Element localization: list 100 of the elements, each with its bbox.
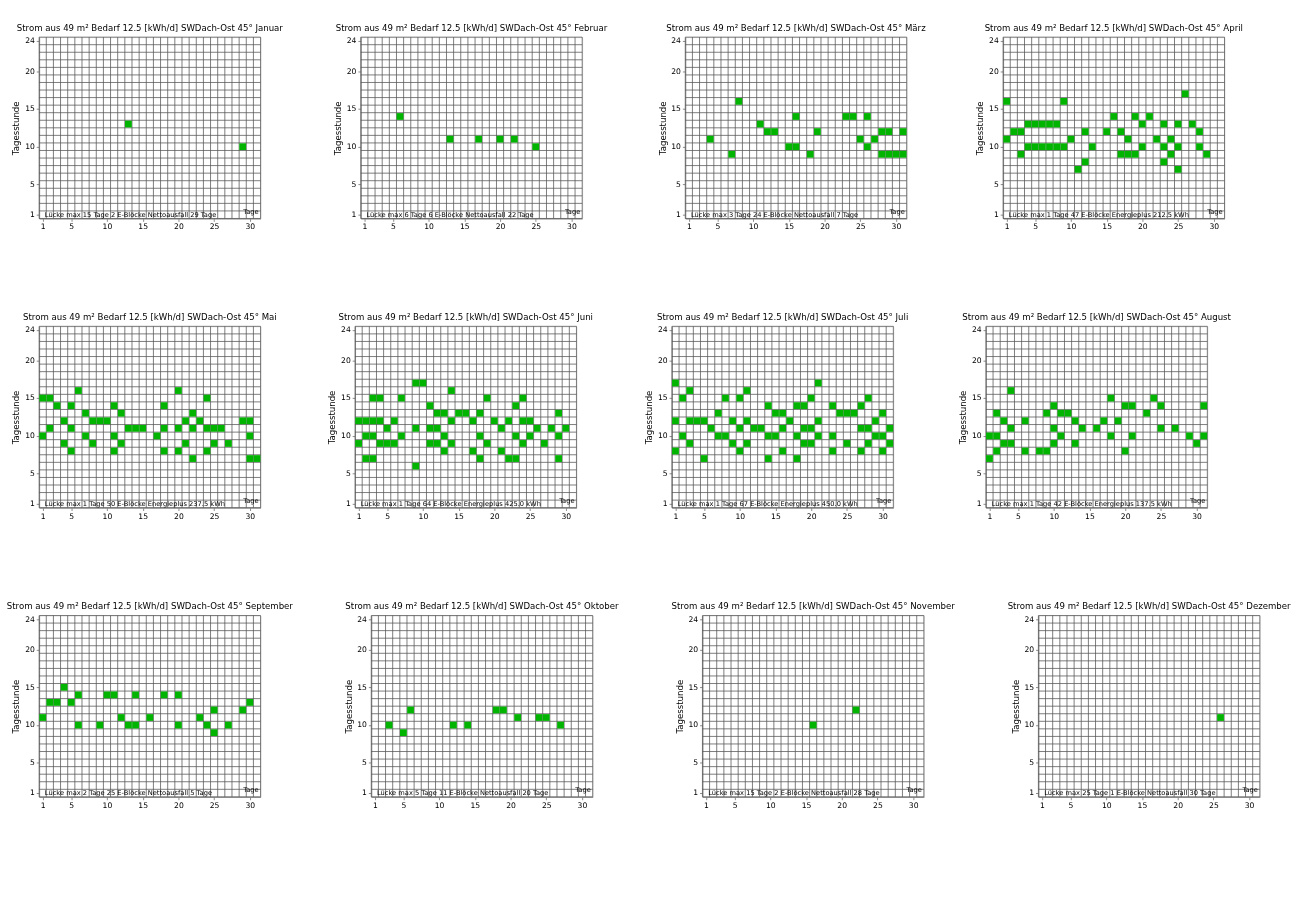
point <box>496 135 504 143</box>
point <box>1107 432 1115 440</box>
point <box>1200 402 1208 410</box>
point <box>557 721 564 729</box>
y-tick-label: 24 <box>1024 614 1035 624</box>
point <box>175 387 182 394</box>
point <box>1093 424 1101 432</box>
point <box>82 432 89 440</box>
point <box>475 135 483 143</box>
point <box>60 440 68 447</box>
y-tick-label: 10 <box>657 431 668 441</box>
point <box>153 432 161 440</box>
point <box>1153 135 1161 143</box>
chart-title: Strom aus 49 m² Bedarf 12.5 [kWh/d] SWDach-Ost 45° September <box>6 601 294 612</box>
y-tick-label: 24 <box>357 614 368 624</box>
y-tick-label: 1 <box>993 210 999 220</box>
y-tick-label: 15 <box>25 682 35 692</box>
point <box>1038 120 1046 128</box>
x-tick-label: 1 <box>1004 222 1010 232</box>
y-tick-label: 24 <box>671 36 682 46</box>
point <box>1174 143 1182 151</box>
y-axis-title: Tagesstunde <box>327 390 338 446</box>
x-tick-label: 1 <box>704 800 710 810</box>
point <box>1067 135 1075 143</box>
point <box>1100 417 1108 425</box>
point <box>75 387 82 394</box>
point <box>160 691 168 699</box>
y-tick-label: 10 <box>357 720 368 730</box>
x-tick-label: 25 <box>531 222 542 232</box>
point <box>39 714 47 721</box>
chart-title: Strom aus 49 m² Bedarf 12.5 [kWh/d] SWDach-Ost 45° Dezember <box>1007 601 1292 612</box>
point <box>1057 409 1065 417</box>
point <box>706 135 714 143</box>
x-tick-label: 5 <box>1016 511 1022 521</box>
y-tick-label: 24 <box>25 614 35 624</box>
point <box>1146 113 1153 120</box>
point <box>1157 402 1165 410</box>
x-tick-label: 5 <box>390 222 396 232</box>
point <box>132 721 139 729</box>
point <box>892 150 900 158</box>
point <box>1157 424 1165 432</box>
point <box>1138 120 1146 128</box>
x-tick-label: 20 <box>837 800 848 810</box>
point <box>1160 120 1168 128</box>
point <box>993 447 1001 455</box>
point <box>1024 143 1032 151</box>
point <box>110 691 118 699</box>
point <box>160 402 168 410</box>
x-tick-label: 25 <box>209 222 220 232</box>
point <box>203 424 211 432</box>
point <box>210 729 218 737</box>
point <box>1060 143 1068 151</box>
point <box>407 706 414 714</box>
chart-title: Strom aus 49 m² Bedarf 12.5 [kWh/d] SWDach-Ost 45° Juni <box>338 312 593 323</box>
x-tick-label: 25 <box>1156 511 1167 521</box>
point <box>67 699 75 706</box>
point <box>1117 150 1125 158</box>
y-tick-label: 1 <box>29 499 35 509</box>
point <box>899 150 907 158</box>
x-tick-label: 15 <box>454 511 465 521</box>
point <box>75 691 82 699</box>
y-tick-label: 15 <box>25 104 35 114</box>
point <box>117 409 125 417</box>
point <box>75 721 82 729</box>
point <box>878 150 886 158</box>
point <box>1050 440 1058 447</box>
x-tick-label: 20 <box>1137 222 1148 232</box>
point <box>1003 135 1011 143</box>
y-tick-label: 10 <box>25 142 35 152</box>
point <box>110 402 118 410</box>
point <box>246 455 254 462</box>
x-tick-label: 25 <box>209 800 220 810</box>
x-tick-label: 10 <box>735 511 746 521</box>
point <box>1053 120 1061 128</box>
y-tick-label: 20 <box>357 644 368 654</box>
point <box>396 113 404 120</box>
point <box>196 714 204 721</box>
x-tick-label: 30 <box>908 800 919 810</box>
point <box>771 128 778 135</box>
x-tick-label: 30 <box>561 511 572 521</box>
point <box>1021 417 1029 425</box>
y-axis-title: Tagesstunde <box>11 390 22 446</box>
chart-title: Strom aus 49 m² Bedarf 12.5 [kWh/d] SWDach-Ost 45° Januar <box>16 23 284 34</box>
point <box>1064 409 1072 417</box>
y-tick-label: 15 <box>1024 682 1035 692</box>
x-tick-label: 30 <box>1244 800 1255 810</box>
point <box>1188 120 1196 128</box>
chart-title: Strom aus 49 m² Bedarf 12.5 [kWh/d] SWDach-Ost 45° November <box>671 601 956 612</box>
x-tick-label: 10 <box>102 222 113 232</box>
x-tick-label: 20 <box>806 511 817 521</box>
point <box>764 128 771 135</box>
point <box>1057 432 1065 440</box>
point <box>139 424 147 432</box>
y-tick-label: 10 <box>971 431 982 441</box>
point <box>532 143 540 151</box>
y-axis-title: Tagesstunde <box>333 101 344 157</box>
y-tick-label: 20 <box>688 644 699 654</box>
point <box>871 135 878 143</box>
point <box>1193 440 1201 447</box>
point <box>899 128 907 135</box>
